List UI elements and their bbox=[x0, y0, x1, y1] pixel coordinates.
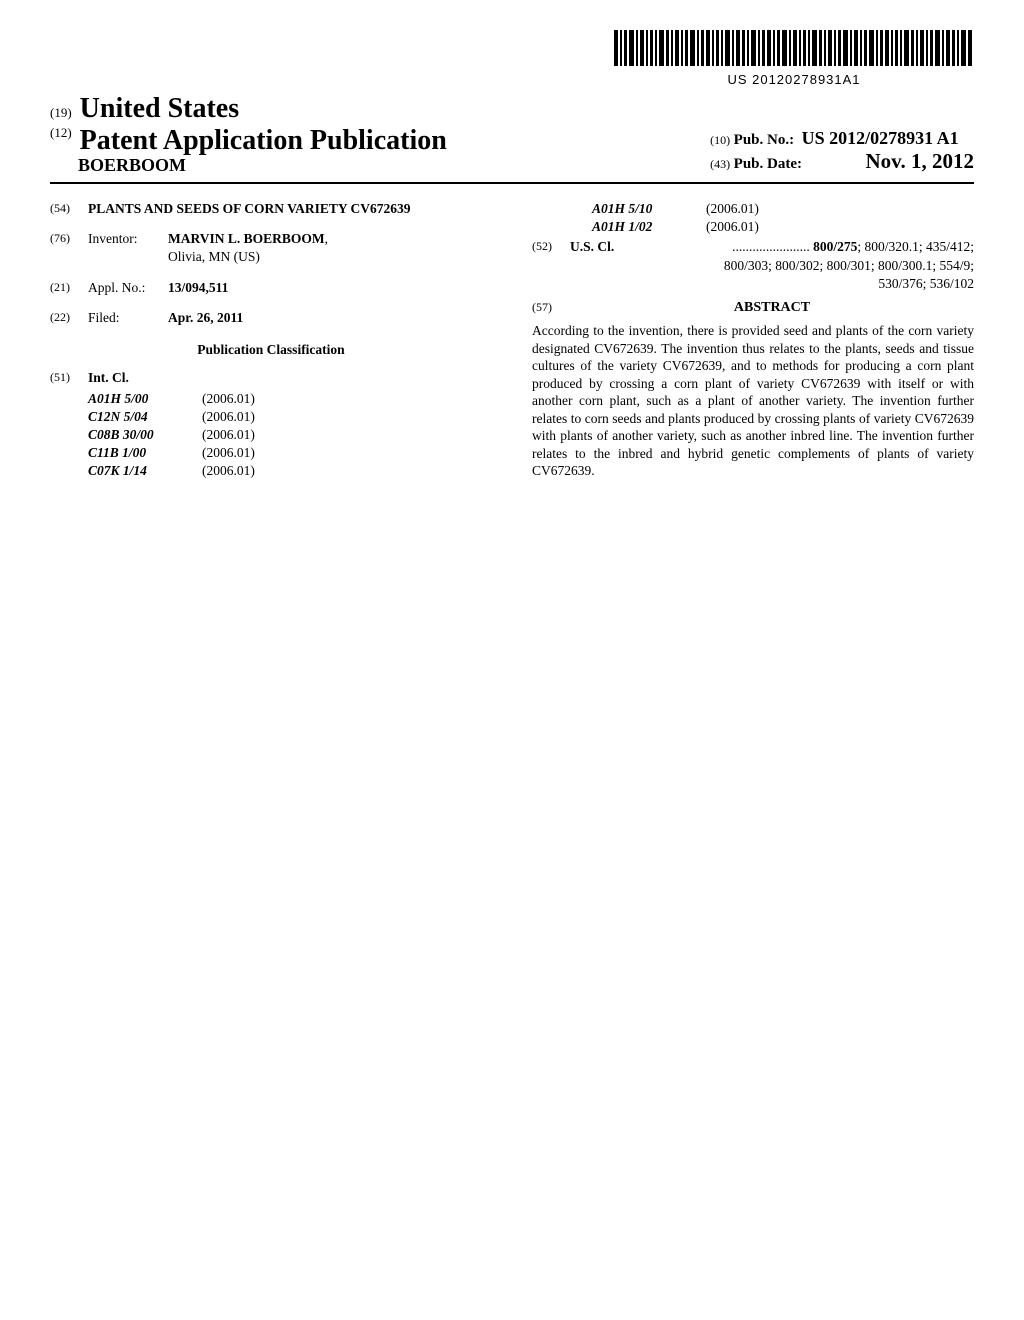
inventor-num: (76) bbox=[50, 230, 78, 266]
applno-label: Appl. No.: bbox=[88, 279, 158, 297]
intcl-label: Int. Cl. bbox=[88, 369, 492, 387]
pub-no-row: (10) Pub. No.: US 2012/0278931 A1 bbox=[710, 128, 974, 149]
intcl-year: (2006.01) bbox=[706, 200, 759, 218]
pub-type-num: (12) bbox=[50, 125, 72, 140]
intcl-row: A01H 1/02 (2006.01) bbox=[592, 218, 974, 236]
intcl-year: (2006.01) bbox=[202, 462, 255, 480]
abstract-head: (57) ABSTRACT bbox=[532, 299, 974, 318]
header-right: (10) Pub. No.: US 2012/0278931 A1 (43) P… bbox=[710, 128, 974, 176]
country-line: (19) United States bbox=[50, 93, 447, 125]
left-column: (54) PLANTS AND SEEDS OF CORN VARIETY CV… bbox=[50, 200, 492, 481]
header-row: (19) United States (12) Patent Applicati… bbox=[50, 93, 974, 184]
intcl-row: A01H 5/10 (2006.01) bbox=[592, 200, 974, 218]
abstract-label: ABSTRACT bbox=[570, 299, 974, 318]
intcl-num: (51) bbox=[50, 369, 78, 387]
pub-no-num: (10) bbox=[710, 133, 730, 147]
uscl-values: ....................... 800/275; 800/320… bbox=[636, 238, 974, 256]
country-name: United States bbox=[80, 93, 239, 124]
pub-type-title: Patent Application Publication bbox=[80, 125, 447, 156]
intcl-code: C07K 1/14 bbox=[88, 462, 178, 480]
intcl-row: C11B 1/00 (2006.01) bbox=[88, 444, 492, 462]
pub-date-value: Nov. 1, 2012 bbox=[865, 149, 974, 173]
content-columns: (54) PLANTS AND SEEDS OF CORN VARIETY CV… bbox=[50, 200, 974, 481]
inventor-value: MARVIN L. BOERBOOM, Olivia, MN (US) bbox=[168, 230, 492, 266]
intcl-code: C08B 30/00 bbox=[88, 426, 178, 444]
intcl-code: A01H 1/02 bbox=[592, 218, 682, 236]
intcl-row: C12N 5/04 (2006.01) bbox=[88, 408, 492, 426]
intcl-row: A01H 5/00 (2006.01) bbox=[88, 390, 492, 408]
filed-num: (22) bbox=[50, 309, 78, 327]
inventor-name: MARVIN L. BOERBOOM bbox=[168, 231, 325, 246]
uscl-line3: 530/376; 536/102 bbox=[622, 275, 974, 293]
title-field: (54) PLANTS AND SEEDS OF CORN VARIETY CV… bbox=[50, 200, 492, 218]
inventor-location: Olivia, MN (US) bbox=[168, 249, 260, 264]
filed-label: Filed: bbox=[88, 309, 158, 327]
uscl-rest1: ; 800/320.1; 435/412; bbox=[857, 239, 974, 254]
title-text: PLANTS AND SEEDS OF CORN VARIETY CV67263… bbox=[88, 200, 492, 218]
country-num: (19) bbox=[50, 105, 72, 120]
inventor-field: (76) Inventor: MARVIN L. BOERBOOM, Olivi… bbox=[50, 230, 492, 266]
intcl-code: A01H 5/10 bbox=[592, 200, 682, 218]
uscl-first: 800/275 bbox=[813, 239, 857, 254]
uscl-label: U.S. Cl. bbox=[570, 238, 626, 256]
abstract-body: According to the invention, there is pro… bbox=[532, 322, 974, 480]
intcl-row: C07K 1/14 (2006.01) bbox=[88, 462, 492, 480]
intcl-year: (2006.01) bbox=[202, 408, 255, 426]
intcl-field: (51) Int. Cl. bbox=[50, 369, 492, 387]
intcl-year: (2006.01) bbox=[202, 426, 255, 444]
barcode-svg bbox=[614, 30, 974, 66]
uscl-row: (52) U.S. Cl. ....................... 80… bbox=[532, 238, 974, 256]
pub-class-heading: Publication Classification bbox=[50, 341, 492, 359]
intcl-list-cont: A01H 5/10 (2006.01) A01H 1/02 (2006.01) bbox=[592, 200, 974, 236]
intcl-year: (2006.01) bbox=[202, 390, 255, 408]
pub-date-row: (43) Pub. Date: Nov. 1, 2012 bbox=[710, 149, 974, 174]
applno-field: (21) Appl. No.: 13/094,511 bbox=[50, 279, 492, 297]
barcode-text: US 20120278931A1 bbox=[614, 72, 974, 87]
filed-value: Apr. 26, 2011 bbox=[168, 309, 492, 327]
intcl-year: (2006.01) bbox=[202, 444, 255, 462]
author-name: BOERBOOM bbox=[78, 155, 447, 176]
filed-field: (22) Filed: Apr. 26, 2011 bbox=[50, 309, 492, 327]
pub-no-label: Pub. No.: bbox=[734, 132, 794, 148]
right-column: A01H 5/10 (2006.01) A01H 1/02 (2006.01) (5… bbox=[532, 200, 974, 481]
intcl-year: (2006.01) bbox=[706, 218, 759, 236]
header-left: (19) United States (12) Patent Applicati… bbox=[50, 93, 447, 176]
inventor-label: Inventor: bbox=[88, 230, 158, 266]
uscl-line2: 800/303; 800/302; 800/301; 800/300.1; 55… bbox=[622, 257, 974, 275]
uscl-num: (52) bbox=[532, 238, 560, 256]
title-num: (54) bbox=[50, 200, 78, 218]
barcode: US 20120278931A1 bbox=[614, 30, 974, 87]
applno-value: 13/094,511 bbox=[168, 279, 492, 297]
intcl-code: C11B 1/00 bbox=[88, 444, 178, 462]
intcl-code: A01H 5/00 bbox=[88, 390, 178, 408]
pub-date-label: Pub. Date: bbox=[734, 156, 802, 172]
applno-num: (21) bbox=[50, 279, 78, 297]
pub-type-line: (12) Patent Application Publication bbox=[50, 125, 447, 157]
barcode-area: US 20120278931A1 bbox=[50, 30, 974, 89]
intcl-row: C08B 30/00 (2006.01) bbox=[88, 426, 492, 444]
pub-date-num: (43) bbox=[710, 157, 730, 171]
abstract-num: (57) bbox=[532, 299, 560, 318]
intcl-list: A01H 5/00 (2006.01) C12N 5/04 (2006.01) C0… bbox=[88, 390, 492, 481]
pub-no-value: US 2012/0278931 A1 bbox=[802, 128, 959, 148]
intcl-code: C12N 5/04 bbox=[88, 408, 178, 426]
